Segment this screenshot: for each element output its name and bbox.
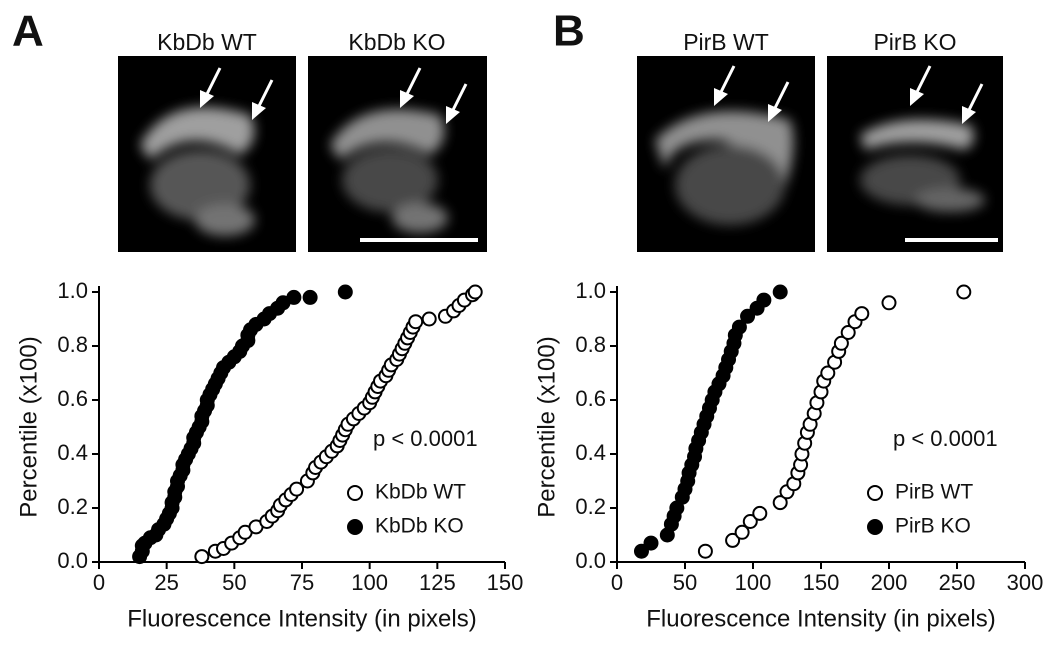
x-tick-label: 200 — [871, 570, 908, 595]
data-point — [742, 514, 758, 529]
image-label: PirB WT — [683, 29, 769, 55]
x-tick-label: 50 — [222, 570, 246, 595]
y-tick-label: 1.0 — [575, 278, 606, 303]
data-point — [697, 543, 713, 559]
data-point — [734, 524, 750, 540]
image-label: KbDb KO — [348, 29, 445, 55]
y-tick-label: 0.4 — [575, 440, 606, 465]
y-tick-label: 0.6 — [575, 386, 606, 411]
data-point — [854, 306, 870, 322]
panel-letter: B — [553, 7, 585, 56]
data-point — [337, 284, 353, 300]
x-tick-label: 300 — [1007, 570, 1044, 595]
y-tick-label: 0.8 — [57, 332, 88, 357]
data-point — [772, 284, 788, 300]
y-tick-label: 0.4 — [57, 440, 88, 465]
data-point — [633, 543, 649, 559]
data-point — [286, 289, 302, 305]
y-axis-label: Percentile (x100) — [533, 336, 560, 517]
x-tick-label: 50 — [673, 570, 697, 595]
legend-label: KbDb KO — [375, 515, 464, 538]
data-point — [467, 284, 483, 300]
legend-label: PirB KO — [895, 515, 971, 538]
data-point — [302, 289, 318, 305]
micrograph — [827, 56, 1003, 252]
data-point — [740, 308, 756, 324]
data-point — [840, 325, 856, 340]
x-axis-label: Fluorescence Intensity (in pixels) — [646, 605, 995, 632]
micrograph — [308, 56, 487, 252]
x-tick-label: 125 — [419, 570, 456, 595]
y-axis-label: Percentile (x100) — [15, 336, 42, 517]
image-label: KbDb WT — [157, 29, 257, 55]
legend-label: KbDb WT — [375, 481, 466, 504]
x-tick-label: 100 — [351, 570, 388, 595]
data-point — [752, 505, 768, 521]
data-point — [725, 532, 741, 548]
data-point — [289, 481, 305, 497]
legend-marker — [347, 485, 363, 501]
micrograph — [118, 56, 296, 252]
data-point — [756, 292, 772, 308]
x-tick-label: 150 — [487, 570, 524, 595]
panel-letter: A — [12, 7, 44, 56]
data-point — [194, 549, 210, 565]
x-tick-label: 0 — [93, 570, 105, 595]
y-tick-label: 1.0 — [57, 278, 88, 303]
annotation: p < 0.0001 — [893, 426, 998, 451]
data-point — [956, 284, 972, 300]
data-point — [772, 495, 788, 511]
y-tick-label: 0.2 — [575, 494, 606, 519]
x-tick-label: 250 — [939, 570, 976, 595]
micrograph — [637, 56, 815, 252]
x-tick-label: 0 — [611, 570, 623, 595]
x-tick-label: 75 — [290, 570, 314, 595]
legend-marker — [347, 519, 363, 535]
y-tick-label: 0.8 — [575, 332, 606, 357]
y-tick-label: 0.0 — [575, 548, 606, 573]
x-axis-label: Fluorescence Intensity (in pixels) — [127, 605, 476, 632]
data-point — [820, 365, 836, 381]
data-point — [643, 535, 659, 551]
x-tick-label: 25 — [154, 570, 178, 595]
image-label: PirB KO — [873, 29, 956, 55]
legend-marker — [867, 485, 883, 501]
x-tick-label: 100 — [735, 570, 772, 595]
legend-label: PirB WT — [895, 481, 973, 504]
data-point — [833, 335, 849, 351]
y-tick-label: 0.6 — [57, 386, 88, 411]
annotation: p < 0.0001 — [373, 426, 478, 451]
data-point — [731, 319, 747, 335]
data-point — [421, 311, 437, 327]
y-tick-label: 0.2 — [57, 494, 88, 519]
data-point — [881, 295, 897, 311]
y-tick-label: 0.0 — [57, 548, 88, 573]
data-point — [408, 314, 424, 330]
x-tick-label: 150 — [803, 570, 840, 595]
legend-marker — [867, 519, 883, 535]
